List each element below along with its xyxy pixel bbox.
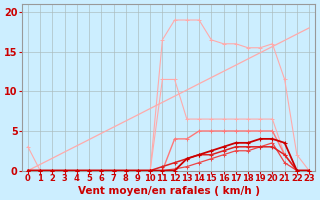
X-axis label: Vent moyen/en rafales ( km/h ): Vent moyen/en rafales ( km/h ) bbox=[77, 186, 260, 196]
